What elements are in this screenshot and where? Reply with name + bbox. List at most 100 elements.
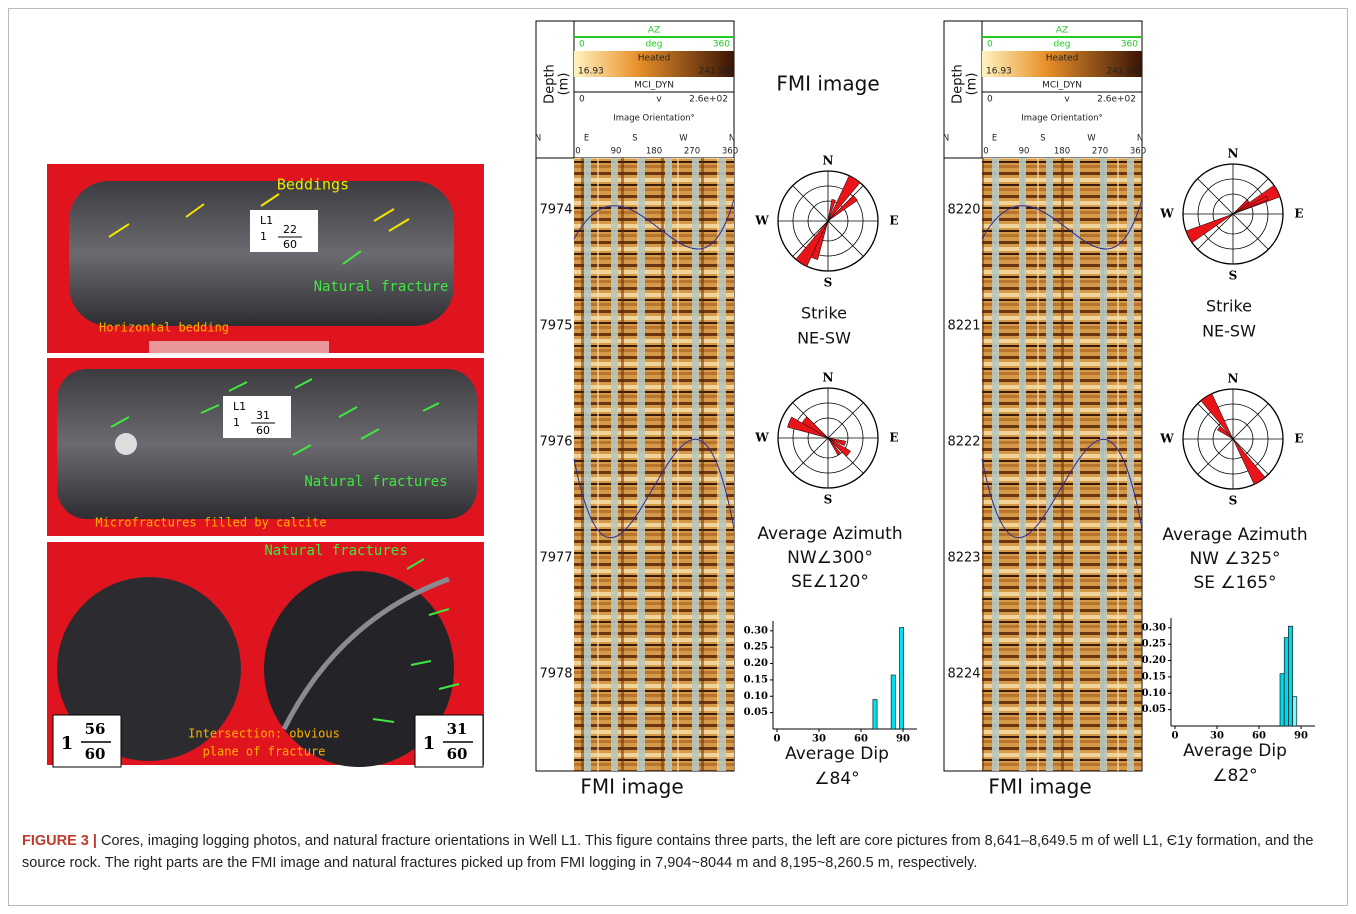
depth-tick: 8220 xyxy=(947,203,980,218)
tag-text: 22 xyxy=(283,223,297,236)
pad-gap xyxy=(692,158,699,771)
annotation: plane of fracture xyxy=(203,745,326,759)
x-tick-label: 90 xyxy=(1294,731,1308,742)
rose-direction: E xyxy=(889,214,898,228)
orientation-dir: E xyxy=(584,134,589,144)
dip-value: ∠84° xyxy=(814,769,859,789)
tag-text: L1 xyxy=(233,400,246,413)
rose-direction: E xyxy=(1294,207,1303,221)
pad-gap xyxy=(584,158,591,771)
y-tick-label: 0.25 xyxy=(744,642,768,653)
pad-gap xyxy=(1127,158,1134,771)
rose-direction: N xyxy=(1228,372,1239,386)
core-sample xyxy=(69,181,454,326)
annotation: Beddings xyxy=(277,176,349,194)
dip-label: Average Dip xyxy=(1183,741,1287,761)
azimuth-value: NW∠300° xyxy=(787,548,873,568)
rose-direction: N xyxy=(823,371,834,385)
azimuth-label: Average Azimuth xyxy=(757,524,902,544)
y-tick-label: 0.15 xyxy=(744,674,768,685)
heated-max: 241.28 xyxy=(699,67,731,77)
dip-value: ∠82° xyxy=(1212,766,1257,786)
az-min: 0 xyxy=(579,40,585,50)
fraction-text: 1 xyxy=(423,733,436,754)
annotation: Natural fracture xyxy=(314,279,449,295)
orientation-dir: N xyxy=(535,134,541,144)
depth-tick: 7978 xyxy=(539,667,572,682)
depth-unit: (m) xyxy=(557,73,572,96)
fraction-text: 1 xyxy=(61,733,74,754)
mci-max: 2.6e+02 xyxy=(689,95,728,105)
y-tick-label: 0.30 xyxy=(1142,622,1166,633)
rose-direction: N xyxy=(823,154,834,168)
rose-direction: E xyxy=(889,431,898,445)
depth-tick: 8223 xyxy=(947,551,980,566)
depth-label: Depth xyxy=(951,64,966,104)
x-tick-label: 60 xyxy=(854,734,868,745)
x-tick-label: 30 xyxy=(812,734,826,745)
rose-direction: S xyxy=(1229,494,1238,508)
fraction-text: 31 xyxy=(447,720,468,738)
y-tick-label: 0.25 xyxy=(1142,639,1166,650)
rose-petal xyxy=(796,221,828,266)
tag-text: 1 xyxy=(233,416,240,429)
depth-tick: 8224 xyxy=(947,667,980,682)
mci-min: 0 xyxy=(987,95,993,105)
azimuth-label: Average Azimuth xyxy=(1162,525,1307,545)
strike-value: NE-SW xyxy=(1202,322,1256,341)
annotation: Natural fractures xyxy=(264,543,407,559)
y-tick-label: 0.20 xyxy=(1142,655,1166,666)
tag-text: 60 xyxy=(256,424,270,437)
heated-min: 16.93 xyxy=(986,67,1012,77)
orientation-dir: N xyxy=(1137,134,1143,144)
rose-direction: N xyxy=(1228,147,1239,161)
rose-direction: W xyxy=(754,214,769,228)
y-tick-label: 0.05 xyxy=(1142,704,1166,715)
orientation-label: Image Orientation° xyxy=(1021,114,1103,124)
az-label: AZ xyxy=(1056,26,1068,36)
x-tick-label: 90 xyxy=(896,734,910,745)
annotation: Microfractures filled by calcite xyxy=(95,516,326,530)
image-caption: FMI image xyxy=(988,775,1091,799)
depth-tick: 7974 xyxy=(539,203,572,218)
orientation-label: Image Orientation° xyxy=(613,114,695,124)
x-tick-label: 0 xyxy=(774,734,781,745)
orientation-degree: 270 xyxy=(684,147,700,157)
orientation-degree: 90 xyxy=(1019,147,1030,157)
x-tick-label: 30 xyxy=(1210,731,1224,742)
mci-min: 0 xyxy=(579,95,585,105)
az-max: 360 xyxy=(1121,40,1138,50)
orientation-dir: N xyxy=(943,134,949,144)
mci-unit: v xyxy=(1064,95,1070,105)
depth-tick: 8221 xyxy=(947,319,980,334)
mci-label: MCI_DYN xyxy=(634,81,674,91)
rose-direction: W xyxy=(1159,207,1174,221)
heated-min: 16.93 xyxy=(578,67,604,77)
mci-max: 2.6e+02 xyxy=(1097,95,1136,105)
mci-unit: v xyxy=(656,95,662,105)
x-tick-label: 0 xyxy=(1172,731,1179,742)
azimuth-value: SE ∠165° xyxy=(1193,573,1276,593)
mci-label: MCI_DYN xyxy=(1042,81,1082,91)
annotation: Horizontal bedding xyxy=(99,321,229,335)
pad-gap xyxy=(992,158,999,771)
orientation-degree: 360 xyxy=(1130,147,1146,157)
histogram-bar xyxy=(1280,674,1284,726)
strike-value: NE-SW xyxy=(797,329,851,348)
histogram-bar xyxy=(1293,697,1297,726)
orientation-degree: 180 xyxy=(646,147,662,157)
rose-petal xyxy=(1233,196,1268,214)
y-tick-label: 0.20 xyxy=(744,658,768,669)
pad-gap xyxy=(1019,158,1026,771)
rose-direction: S xyxy=(824,276,833,290)
orientation-degree: 90 xyxy=(611,147,622,157)
scale-bar xyxy=(149,341,329,355)
calcite-spot xyxy=(115,433,137,455)
depth-tick: 7975 xyxy=(539,319,572,334)
depth-unit: (m) xyxy=(965,73,980,96)
orientation-degree: 0 xyxy=(575,147,580,157)
tag-text: 31 xyxy=(256,409,270,422)
y-tick-label: 0.10 xyxy=(1142,688,1166,699)
histogram-bar xyxy=(1284,638,1288,726)
orientation-dir: E xyxy=(992,134,997,144)
